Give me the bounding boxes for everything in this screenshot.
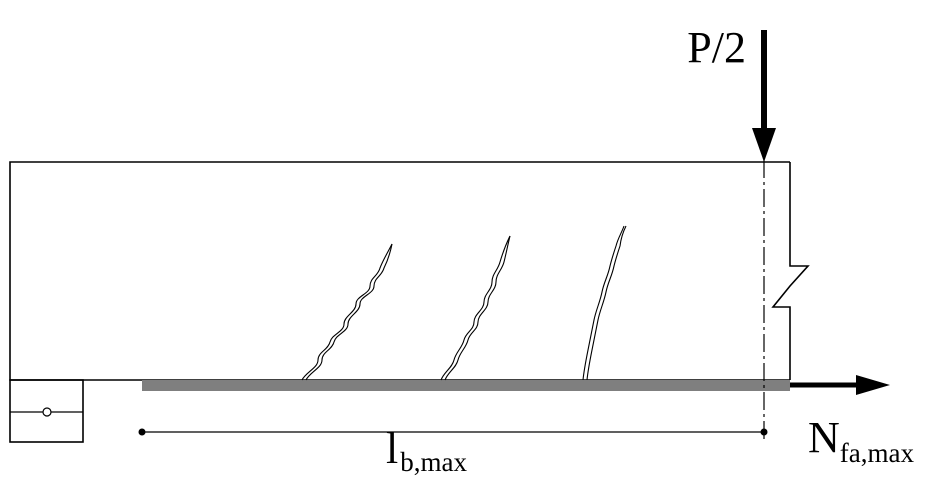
- support-hinge: [42, 407, 52, 417]
- beam-outline: [9, 161, 790, 381]
- bond-length-main: l: [386, 424, 398, 473]
- anchorage-force-arrow: [790, 375, 890, 395]
- anchorage-force-main: N: [808, 413, 840, 462]
- load-arrow: [752, 30, 776, 162]
- crack-2: [440, 235, 511, 381]
- crack-3: [582, 225, 627, 381]
- support: [9, 379, 84, 443]
- crack-1: [301, 243, 393, 381]
- frp-strip: [142, 380, 790, 391]
- bond-length-dimension: [138, 428, 768, 436]
- anchorage-force-sub: fa,max: [840, 438, 915, 468]
- load-label: P/2: [687, 23, 746, 72]
- symmetry-break-line: [771, 162, 810, 380]
- bond-length-sub: b,max: [400, 447, 467, 477]
- bond-length-label: lb,max: [386, 424, 467, 477]
- anchorage-force-label: Nfa,max: [808, 413, 914, 468]
